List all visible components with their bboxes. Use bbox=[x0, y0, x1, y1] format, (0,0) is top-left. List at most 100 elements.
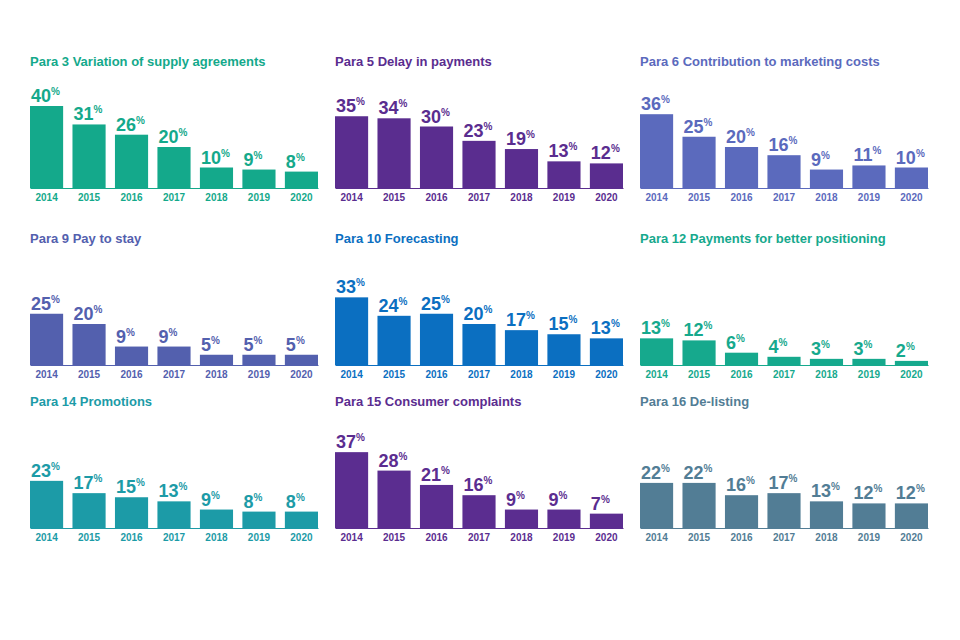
tick-label: 2017 bbox=[468, 369, 491, 380]
bars bbox=[335, 116, 623, 188]
data-label: 9% bbox=[243, 150, 262, 170]
tick: 2017 bbox=[468, 369, 491, 380]
tick: 2015 bbox=[383, 532, 406, 543]
tick: 2014 bbox=[645, 192, 668, 203]
bar bbox=[285, 512, 318, 528]
data-label: 9% bbox=[201, 490, 220, 510]
data-label: 12% bbox=[591, 143, 620, 163]
bar bbox=[30, 314, 63, 365]
tick: 2014 bbox=[35, 192, 58, 203]
tick-label: 2016 bbox=[730, 369, 753, 380]
bar bbox=[505, 510, 538, 528]
tick: 2020 bbox=[595, 532, 618, 543]
tick: 2014 bbox=[35, 369, 58, 380]
tick: 2014 bbox=[340, 369, 363, 380]
axis-line bbox=[31, 528, 319, 529]
bar bbox=[462, 495, 495, 528]
tick-label: 2014 bbox=[340, 192, 363, 203]
data-label: 22% bbox=[641, 463, 670, 483]
tick-label: 2016 bbox=[730, 532, 753, 543]
tick-label: 2018 bbox=[205, 192, 228, 203]
data-label: 20% bbox=[463, 304, 492, 324]
chart-panel: Para 14 Promotions23%17%15%13%9%8%8%2014… bbox=[30, 394, 319, 543]
bar bbox=[505, 149, 538, 188]
data-label: 8% bbox=[286, 152, 305, 172]
data-label: 8% bbox=[286, 492, 305, 512]
chart-panel: Para 15 Consumer complaints37%28%21%16%9… bbox=[335, 394, 624, 543]
tick: 2014 bbox=[340, 192, 363, 203]
data-label: 36% bbox=[641, 94, 670, 114]
data-label: 23% bbox=[31, 461, 60, 481]
bar bbox=[420, 314, 453, 365]
tick-label: 2015 bbox=[383, 369, 406, 380]
chart-panel: Para 5 Delay in payments35%34%30%23%19%1… bbox=[335, 54, 624, 203]
bar bbox=[547, 510, 580, 528]
bar bbox=[285, 172, 318, 188]
axis-line bbox=[641, 188, 929, 189]
tick: 2018 bbox=[510, 532, 533, 543]
tick-label: 2017 bbox=[773, 192, 796, 203]
bar bbox=[895, 361, 928, 365]
bar bbox=[725, 495, 758, 528]
tick: 2017 bbox=[163, 369, 186, 380]
axis-line bbox=[31, 365, 319, 366]
data-label: 25% bbox=[421, 294, 450, 314]
bar bbox=[895, 503, 928, 528]
x-axis: 2014201520162017201820192020 bbox=[641, 366, 929, 381]
tick-label: 2017 bbox=[773, 369, 796, 380]
bar bbox=[725, 147, 758, 188]
tick-label: 2016 bbox=[425, 532, 448, 543]
tick-label: 2015 bbox=[688, 532, 711, 543]
tick: 2020 bbox=[290, 532, 313, 543]
tick-label: 2017 bbox=[163, 532, 186, 543]
tick-label: 2019 bbox=[248, 192, 271, 203]
tick-label: 2016 bbox=[730, 192, 753, 203]
data-label: 4% bbox=[768, 337, 787, 357]
tick-label: 2014 bbox=[35, 532, 58, 543]
tick: 2018 bbox=[510, 192, 533, 203]
bar bbox=[767, 493, 800, 528]
tick: 2016 bbox=[730, 192, 753, 203]
data-label: 17% bbox=[506, 310, 535, 330]
tick-label: 2019 bbox=[553, 369, 576, 380]
tick-label: 2015 bbox=[383, 532, 406, 543]
tick-label: 2014 bbox=[35, 369, 58, 380]
chart-panel: Para 3 Variation of supply agreements40%… bbox=[30, 54, 319, 203]
tick-label: 2014 bbox=[340, 532, 363, 543]
data-label: 37% bbox=[336, 432, 365, 452]
bar bbox=[377, 118, 410, 188]
tick-label: 2019 bbox=[858, 369, 881, 380]
bar bbox=[420, 127, 453, 189]
bar bbox=[767, 155, 800, 188]
data-label: 10% bbox=[896, 148, 925, 168]
chart-title: Para 16 De-listing bbox=[640, 394, 749, 409]
tick: 2015 bbox=[383, 192, 406, 203]
tick-label: 2017 bbox=[468, 192, 491, 203]
axis-line bbox=[336, 188, 624, 189]
tick-label: 2017 bbox=[163, 369, 186, 380]
tick: 2020 bbox=[595, 369, 618, 380]
data-label: 6% bbox=[726, 333, 745, 353]
data-label: 13% bbox=[591, 318, 620, 338]
tick: 2016 bbox=[730, 532, 753, 543]
tick-label: 2016 bbox=[425, 369, 448, 380]
tick-label: 2015 bbox=[78, 192, 101, 203]
tick-label: 2020 bbox=[900, 532, 923, 543]
data-label: 5% bbox=[243, 335, 262, 355]
tick-label: 2017 bbox=[773, 532, 796, 543]
tick-label: 2018 bbox=[205, 369, 228, 380]
tick: 2014 bbox=[645, 532, 668, 543]
data-label: 31% bbox=[73, 104, 102, 124]
bar bbox=[547, 334, 580, 365]
tick: 2020 bbox=[900, 369, 923, 380]
axis-line bbox=[336, 528, 624, 529]
bar bbox=[682, 340, 715, 365]
tick-label: 2014 bbox=[645, 192, 668, 203]
bar bbox=[810, 170, 843, 188]
tick: 2016 bbox=[425, 192, 448, 203]
bar bbox=[852, 503, 885, 528]
tick: 2017 bbox=[468, 192, 491, 203]
data-label: 34% bbox=[378, 98, 407, 118]
tick: 2015 bbox=[383, 369, 406, 380]
tick-label: 2020 bbox=[595, 532, 618, 543]
